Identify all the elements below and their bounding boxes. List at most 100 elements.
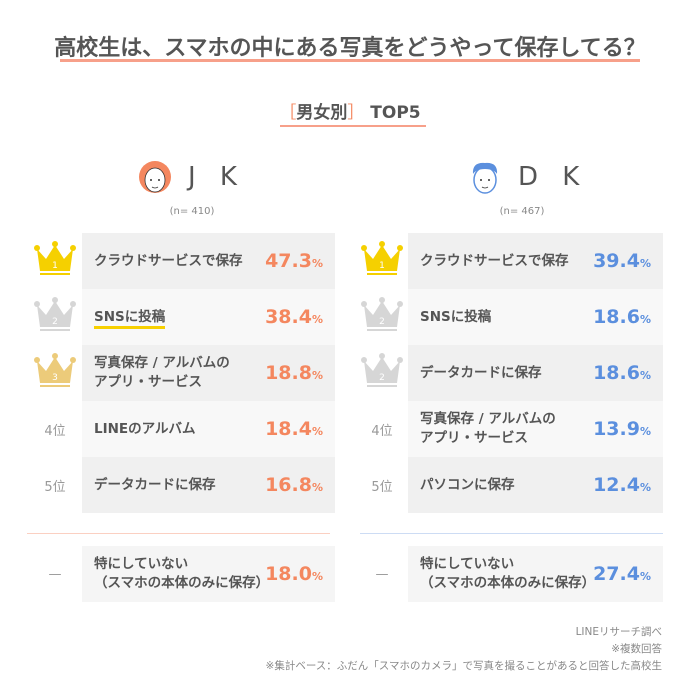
rank: — [357, 546, 407, 602]
rank-label: — [375, 566, 389, 582]
table-row: SNSに投稿 18.6% [408, 289, 663, 345]
value-unit: % [311, 313, 323, 326]
rank: 1 [357, 233, 407, 289]
boy-face-icon [468, 160, 502, 200]
rank: 2 [30, 289, 80, 345]
label-text: SNSに投稿 [420, 308, 492, 325]
label-text: 写真保存 / アルバムの アプリ・サービス [94, 355, 230, 390]
row-label: SNSに投稿 [94, 308, 166, 329]
rank: 2 [357, 345, 407, 401]
row-value: 12.4% [593, 474, 651, 496]
row-value: 38.4% [265, 306, 323, 328]
rank-label: 4位 [44, 423, 66, 439]
bracket-open: ［ [279, 103, 297, 123]
value-number: 38.4 [265, 306, 312, 328]
rank-label: — [48, 566, 62, 582]
value-unit: % [639, 425, 651, 438]
table-row: クラウドサービスで保存 47.3% [82, 233, 335, 289]
row-label: 写真保存 / アルバムの アプリ・サービス [420, 410, 556, 448]
value-number: 18.8 [265, 362, 312, 384]
table-row: データカードに保存 16.8% [82, 457, 335, 513]
value-number: 18.6 [593, 306, 640, 328]
label-text: クラウドサービスで保存 [420, 252, 569, 269]
rank: 5位 [357, 457, 407, 513]
label-text: SNSに投稿 [94, 308, 166, 329]
row-label: データカードに保存 [94, 476, 216, 495]
silver-crown-icon: 2 [359, 351, 405, 395]
value-number: 12.4 [593, 474, 640, 496]
rank: — [30, 546, 80, 602]
row-label: クラウドサービスで保存 [420, 252, 569, 271]
row-value: 18.6% [593, 362, 651, 384]
value-unit: % [639, 570, 651, 583]
rank: 2 [357, 289, 407, 345]
section-title: ［男女別］ TOP5 [0, 98, 700, 123]
table-row: クラウドサービスで保存 39.4% [408, 233, 663, 289]
girl-face-icon [138, 160, 172, 200]
row-label: 特にしていない （スマホの本体のみに保存） [94, 555, 269, 593]
table-row: データカードに保存 18.6% [408, 345, 663, 401]
value-unit: % [639, 481, 651, 494]
label-text: データカードに保存 [94, 476, 216, 493]
value-number: 18.4 [265, 418, 312, 440]
label-text: 写真保存 / アルバムの アプリ・サービス [420, 411, 556, 446]
value-number: 18.0 [265, 563, 312, 585]
sample-size: (n= 410) [169, 206, 215, 217]
rank: 1 [30, 233, 80, 289]
row-value: 39.4% [593, 250, 651, 272]
title-underline [60, 59, 640, 62]
row-label: 特にしていない （スマホの本体のみに保存） [420, 555, 596, 593]
value-number: 39.4 [593, 250, 640, 272]
label-text: データカードに保存 [420, 364, 542, 381]
svg-text:2: 2 [379, 373, 385, 383]
label-text: 特にしていない （スマホの本体のみに保存） [94, 556, 270, 591]
row-label: パソコンに保存 [420, 476, 515, 495]
separator-line [360, 533, 663, 534]
silver-crown-icon: 2 [32, 295, 78, 339]
svg-text:2: 2 [52, 317, 58, 327]
svg-text:3: 3 [52, 373, 58, 383]
other-row: 特にしていない （スマホの本体のみに保存） 27.4% [408, 546, 663, 602]
table-row: 写真保存 / アルバムの アプリ・サービス 18.8% [82, 345, 335, 401]
silver-crown-icon: 2 [359, 295, 405, 339]
table-row: 写真保存 / アルバムの アプリ・サービス 13.9% [408, 401, 663, 457]
value-unit: % [639, 257, 651, 270]
value-unit: % [311, 481, 323, 494]
gold-crown-icon: 1 [359, 239, 405, 283]
value-unit: % [639, 369, 651, 382]
group-name: D K [518, 162, 588, 192]
row-label: SNSに投稿 [420, 308, 491, 327]
value-unit: % [311, 425, 323, 438]
bronze-crown-icon: 3 [32, 351, 78, 395]
bracket-close: ］ [347, 103, 365, 123]
rank: 4位 [30, 401, 80, 457]
rank: 4位 [357, 401, 407, 457]
gold-crown-icon: 1 [32, 239, 78, 283]
row-value: 13.9% [593, 418, 651, 440]
row-value: 18.8% [265, 362, 323, 384]
row-value: 18.6% [593, 306, 651, 328]
row-value: 18.4% [265, 418, 323, 440]
page-title: 高校生は、スマホの中にある写真をどうやって保存してる？ [54, 36, 646, 61]
other-row: 特にしていない （スマホの本体のみに保存） 18.0% [82, 546, 335, 602]
row-label: データカードに保存 [420, 364, 542, 383]
value-unit: % [311, 257, 323, 270]
label-text: 特にしていない （スマホの本体のみに保存） [420, 556, 596, 591]
footer-note-base: ※集計ベース：ふだん「スマホのカメラ」で写真を撮ることがあると回答した高校生 [265, 660, 662, 672]
value-unit: % [311, 570, 323, 583]
separator-line [27, 533, 330, 534]
rank-label: 5位 [44, 479, 66, 495]
value-number: 16.8 [265, 474, 312, 496]
rank-label: 4位 [371, 423, 393, 439]
row-label: クラウドサービスで保存 [94, 252, 243, 271]
value-number: 27.4 [593, 563, 640, 585]
section-suffix: TOP5 [370, 103, 421, 123]
rank: 3 [30, 345, 80, 401]
table-row: パソコンに保存 12.4% [408, 457, 663, 513]
svg-text:2: 2 [379, 317, 385, 327]
value-unit: % [639, 313, 651, 326]
value-number: 18.6 [593, 362, 640, 384]
value-unit: % [311, 369, 323, 382]
value-number: 47.3 [265, 250, 312, 272]
row-value: 18.0% [265, 563, 323, 585]
